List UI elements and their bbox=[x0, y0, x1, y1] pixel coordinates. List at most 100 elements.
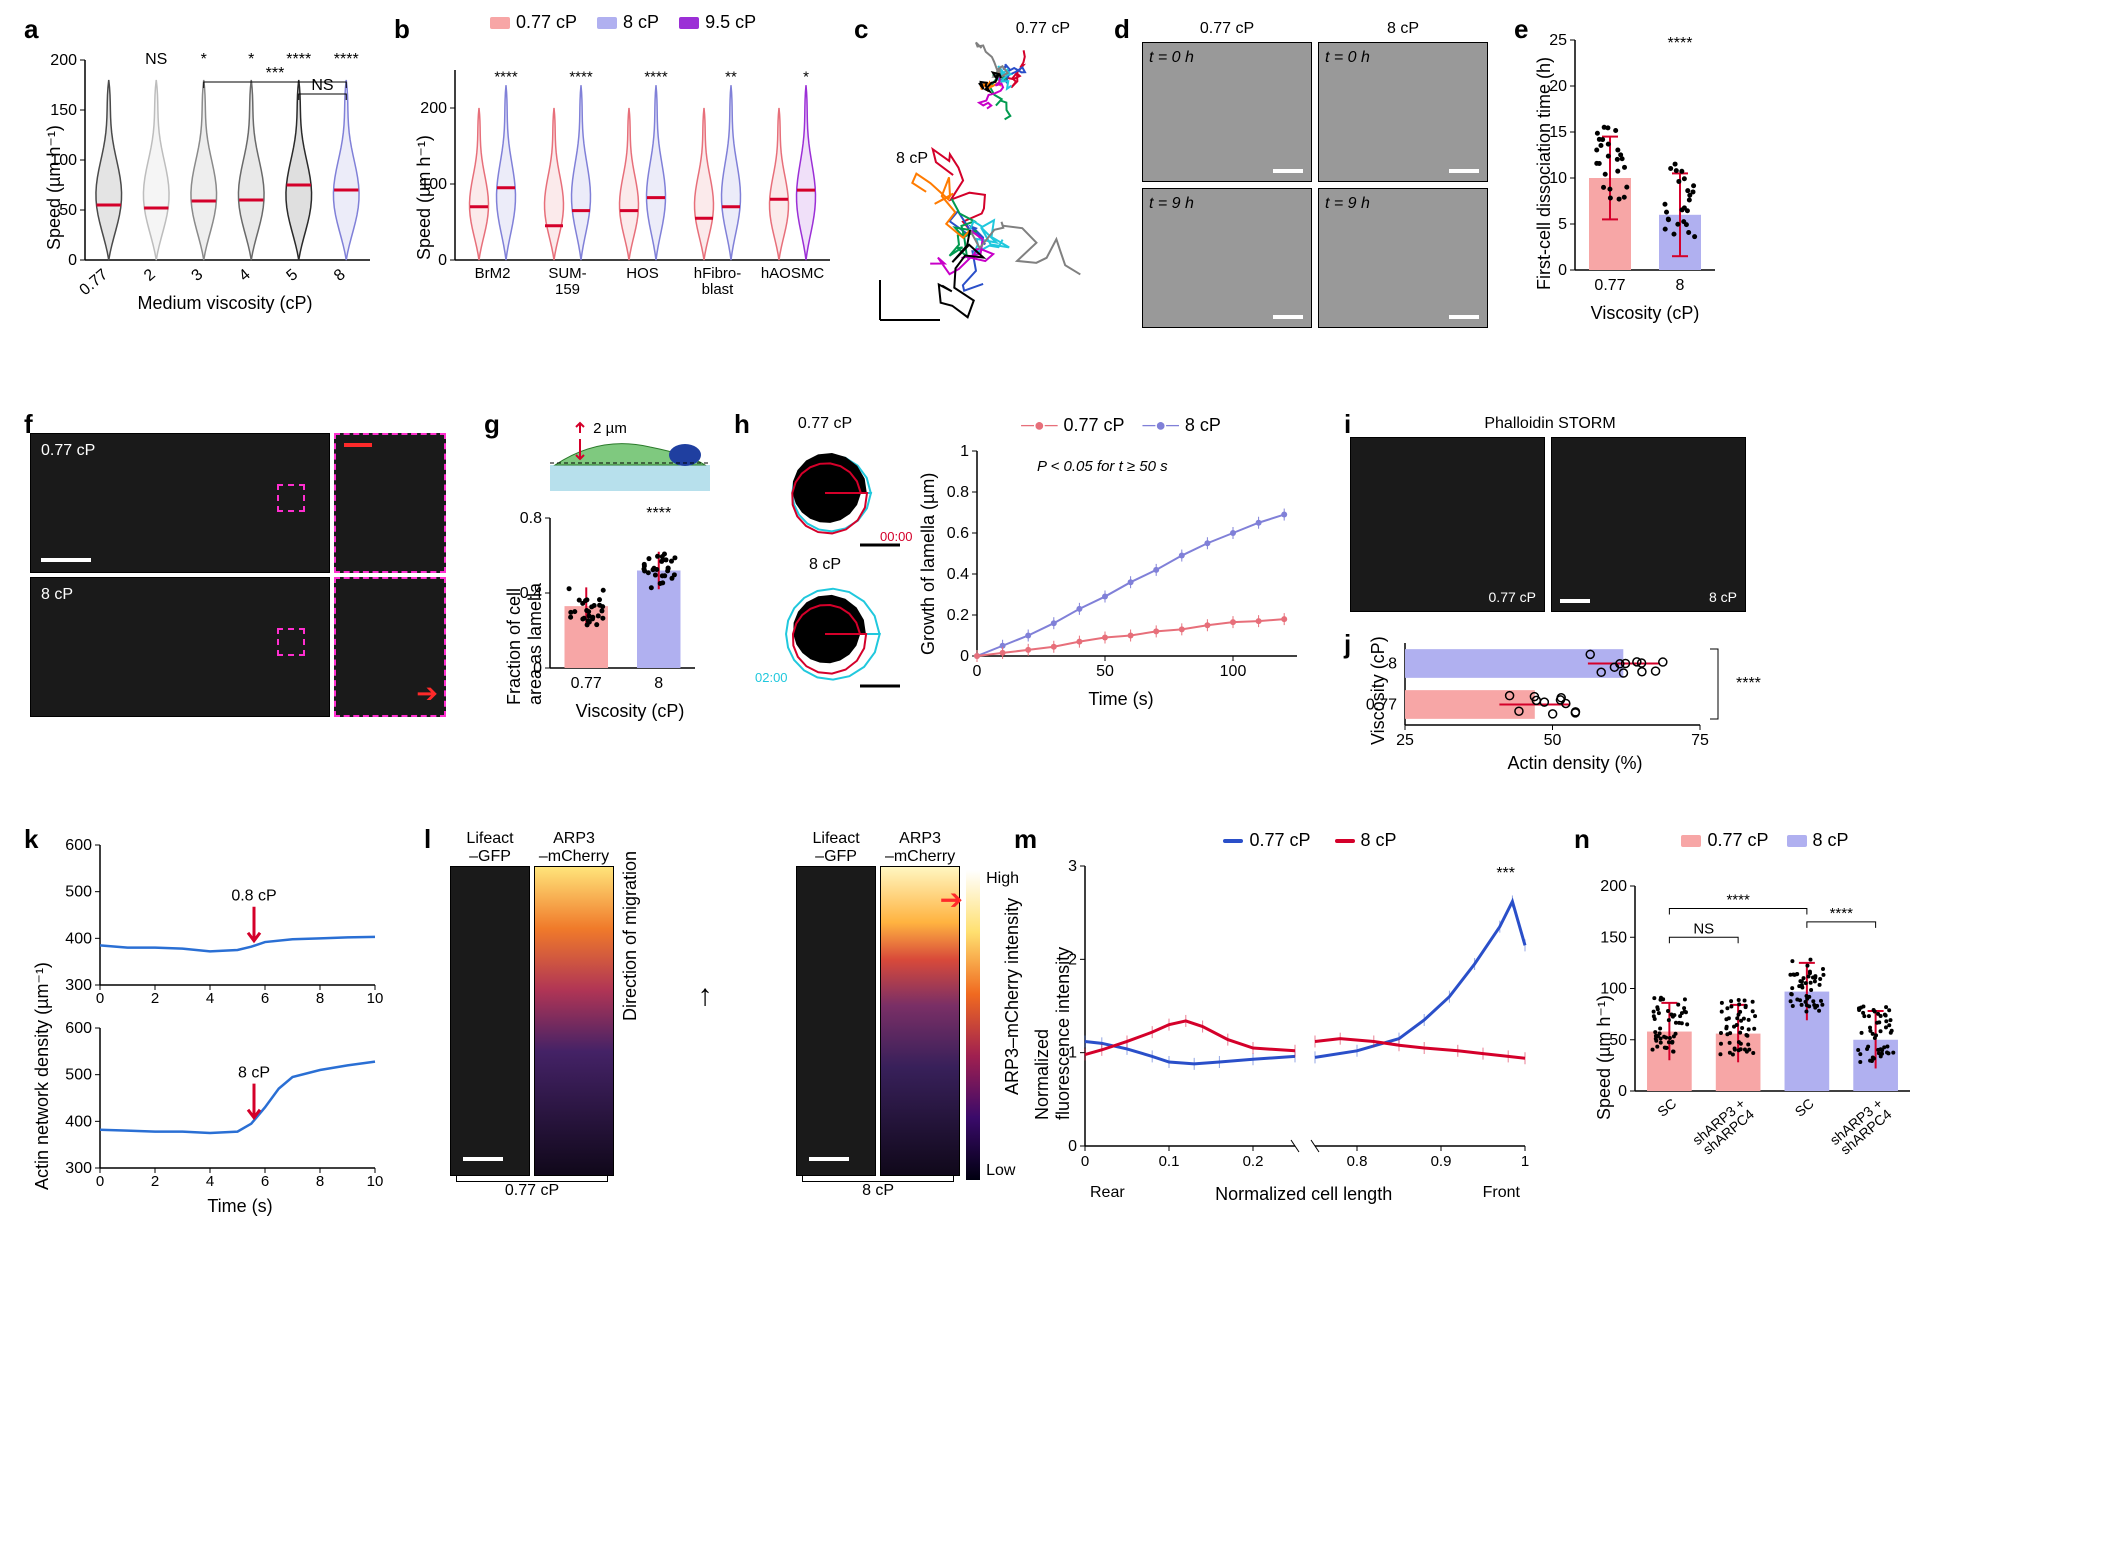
panel-h-outline-top: 00:00 bbox=[740, 433, 910, 553]
panel-f-img-top: 0.77 cP bbox=[30, 433, 330, 573]
panel-k-xlabel: Time (s) bbox=[80, 1196, 400, 1217]
panel-f-zoom-bottom: ➔ bbox=[334, 577, 446, 717]
panel-l-img-2 bbox=[796, 866, 876, 1176]
svg-text:5: 5 bbox=[1558, 216, 1567, 233]
panel-e: e 05101520250.778**** Viscosity (cP) Fir… bbox=[1520, 20, 1730, 360]
panel-k-chart-top: 30040050060002468100.8 cP bbox=[30, 830, 390, 1010]
arrow-icon: ➔ bbox=[416, 678, 438, 709]
panel-i-img-1: 8 cP bbox=[1551, 437, 1746, 612]
svg-text:400: 400 bbox=[65, 930, 92, 947]
panel-a-chart: 0501001502000.772NS3*4*5****8*******NS bbox=[30, 20, 380, 290]
panel-j-chart: 25507580.77**** bbox=[1350, 635, 1750, 750]
legend-n-1-swatch bbox=[1787, 835, 1807, 847]
svg-text:2: 2 bbox=[141, 266, 159, 285]
panel-d-header: 0.77 cP 8 cP bbox=[1142, 20, 1490, 38]
legend-b-1-swatch bbox=[597, 17, 617, 29]
panel-j-xlabel: Actin density (%) bbox=[1400, 753, 1750, 774]
panel-h-ylabel: Growth of lamella (µm) bbox=[918, 473, 939, 655]
legend-h-0-marker: ─●─ bbox=[1021, 415, 1057, 436]
legend-m-0-label: 0.77 cP bbox=[1249, 830, 1310, 851]
panel-h-xlabel: Time (s) bbox=[922, 689, 1320, 710]
panel-m-legend: 0.77 cP 8 cP bbox=[1070, 830, 1550, 851]
svg-text:6: 6 bbox=[261, 990, 269, 1007]
svg-text:3: 3 bbox=[189, 266, 207, 285]
svg-text:8: 8 bbox=[654, 675, 663, 692]
panel-f-label-1: 8 cP bbox=[41, 586, 73, 604]
svg-text:6: 6 bbox=[261, 1173, 269, 1190]
legend-n-0-swatch bbox=[1681, 835, 1701, 847]
panel-i-img-0: 0.77 cP bbox=[1350, 437, 1545, 612]
panel-d-t-10: t = 9 h bbox=[1149, 195, 1194, 213]
svg-text:0.8 cP: 0.8 cP bbox=[231, 888, 276, 905]
svg-text:00:00: 00:00 bbox=[880, 529, 913, 544]
svg-text:300: 300 bbox=[65, 1160, 92, 1177]
svg-text:P < 0.05 for t ≥ 50 s: P < 0.05 for t ≥ 50 s bbox=[1037, 458, 1168, 475]
panel-l-img-1 bbox=[534, 866, 614, 1176]
panel-k: k 30040050060002468100.8 cP 300400500600… bbox=[30, 830, 400, 1270]
panel-c: c 0.77 cP 8 cP bbox=[860, 20, 1100, 360]
panel-k-label: k bbox=[24, 824, 38, 855]
direction-arrow-block: ↑ Direction of migration bbox=[620, 830, 790, 1190]
legend-m-1-swatch bbox=[1335, 839, 1355, 843]
panel-c-top-label: 0.77 cP bbox=[1016, 20, 1070, 38]
svg-text:****: **** bbox=[569, 68, 593, 85]
svg-text:150: 150 bbox=[1600, 929, 1627, 946]
panel-d-img-1-1: t = 9 h bbox=[1318, 188, 1488, 328]
panel-f-zoom-top bbox=[334, 433, 446, 573]
svg-text:500: 500 bbox=[65, 1067, 92, 1084]
panel-k-ylabel: Actin network density (µm⁻¹) bbox=[32, 962, 53, 1190]
svg-text:50: 50 bbox=[1096, 663, 1114, 680]
svg-text:0.8: 0.8 bbox=[1347, 1153, 1368, 1170]
svg-text:2: 2 bbox=[151, 1173, 159, 1190]
legend-m-0: 0.77 cP bbox=[1223, 830, 1310, 851]
panel-m-xlabel: Normalized cell length bbox=[1215, 1184, 1392, 1205]
svg-text:2: 2 bbox=[151, 990, 159, 1007]
svg-text:NS: NS bbox=[311, 77, 333, 94]
svg-text:25: 25 bbox=[1396, 732, 1414, 749]
roi-box-icon bbox=[277, 484, 305, 512]
svg-text:0: 0 bbox=[960, 648, 969, 665]
svg-text:0.9: 0.9 bbox=[1431, 1153, 1452, 1170]
panel-b: b 0.77 cP 8 cP 9.5 cP 0100200BrM2****SUM… bbox=[400, 20, 840, 360]
svg-text:2 µm: 2 µm bbox=[593, 420, 627, 437]
svg-text:0.8: 0.8 bbox=[520, 510, 542, 527]
svg-text:****: **** bbox=[1736, 675, 1761, 692]
panel-m-chart: 012300.10.20.80.91*** bbox=[1020, 851, 1550, 1181]
svg-text:blast: blast bbox=[702, 281, 735, 298]
svg-text:0: 0 bbox=[973, 663, 982, 680]
svg-text:***: *** bbox=[266, 65, 285, 82]
panel-h-legend: ─●─0.77 cP ─●─8 cP bbox=[922, 415, 1320, 436]
legend-b-1: 8 cP bbox=[597, 12, 659, 33]
legend-m-1: 8 cP bbox=[1335, 830, 1397, 851]
panel-h-label: h bbox=[734, 409, 750, 440]
svg-text:*: * bbox=[803, 68, 809, 85]
colorbar bbox=[966, 870, 980, 1180]
panel-i-title: Phalloidin STORM bbox=[1350, 415, 1750, 433]
svg-text:50: 50 bbox=[1544, 732, 1562, 749]
panel-d-t-01: t = 0 h bbox=[1325, 49, 1370, 67]
svg-text:hAOSMC: hAOSMC bbox=[761, 265, 825, 282]
panel-l-col-3: ARP3 –mCherry bbox=[880, 830, 960, 866]
svg-text:0: 0 bbox=[1558, 262, 1567, 279]
svg-text:4: 4 bbox=[206, 1173, 214, 1190]
svg-text:200: 200 bbox=[50, 52, 77, 69]
panel-l-img-0 bbox=[450, 866, 530, 1176]
panel-b-legend: 0.77 cP 8 cP 9.5 cP bbox=[490, 12, 756, 33]
panel-e-ylabel: First-cell dissociation time (h) bbox=[1534, 57, 1555, 290]
panel-j-label: j bbox=[1344, 629, 1351, 660]
panel-i-label: i bbox=[1344, 409, 1351, 440]
legend-b-0-swatch bbox=[490, 17, 510, 29]
panel-m-label: m bbox=[1014, 824, 1037, 855]
legend-n-0: 0.77 cP bbox=[1681, 830, 1768, 851]
panel-g-ylabel: Fraction of cell area as lamella bbox=[504, 583, 546, 705]
svg-text:****: **** bbox=[1668, 35, 1693, 52]
legend-b-2-label: 9.5 cP bbox=[705, 12, 756, 33]
panel-n-chart: 050100150200SCshARP3 +shARPC4SCshARP3 +s… bbox=[1580, 851, 1920, 1171]
panel-d-col-0: 0.77 cP bbox=[1142, 20, 1312, 38]
svg-text:****: **** bbox=[286, 51, 311, 68]
svg-text:0: 0 bbox=[438, 252, 447, 269]
svg-text:BrM2: BrM2 bbox=[475, 265, 511, 282]
svg-text:75: 75 bbox=[1691, 732, 1709, 749]
panel-i: i Phalloidin STORM 0.77 cP 8 cP bbox=[1350, 415, 1750, 625]
svg-text:SC: SC bbox=[1654, 1095, 1679, 1120]
